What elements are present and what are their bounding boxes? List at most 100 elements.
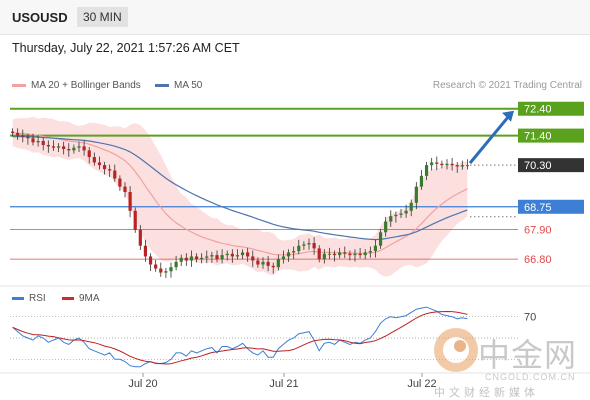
candle-body	[220, 255, 224, 260]
watermark-emblem-dot	[454, 340, 466, 352]
candle-body	[276, 259, 280, 268]
candle-body	[271, 265, 275, 268]
legend-ma50: MA 50	[155, 80, 202, 91]
candle-body	[26, 136, 30, 139]
candle-body	[87, 150, 91, 158]
candle-body	[215, 255, 219, 260]
rsi-9ma-line	[12, 310, 468, 365]
candle-body	[327, 253, 332, 255]
rsi-level-label: 70	[524, 312, 536, 324]
watermark-emblem-icon	[434, 328, 478, 372]
candle-body	[235, 255, 240, 257]
ma20-swatch-icon	[12, 83, 26, 87]
candle-body	[465, 165, 470, 167]
level-tag-68.75	[518, 199, 584, 214]
projection-arrow	[468, 113, 512, 165]
candle-body	[440, 163, 444, 166]
x-tick-label: Jul 21	[269, 378, 298, 390]
ma20-line	[12, 132, 468, 256]
candle-body	[312, 243, 316, 249]
candle-body	[133, 210, 137, 230]
candle-body	[67, 149, 71, 151]
candle-body	[72, 147, 76, 151]
candle-body	[348, 253, 352, 256]
candle-body	[16, 132, 20, 136]
candle-body	[46, 145, 50, 147]
candle-body	[82, 146, 86, 151]
candle-body	[108, 169, 112, 171]
legend-9ma: 9MA	[62, 293, 100, 304]
candle-body	[317, 248, 321, 260]
candle-body	[445, 163, 449, 166]
projection-arrow-head	[502, 110, 514, 122]
x-tick-label: Jul 20	[128, 378, 157, 390]
candle-body	[138, 229, 142, 246]
candle-body	[399, 213, 403, 215]
watermark-domain: CNGOLD.COM.CN	[485, 372, 576, 382]
candle-body	[246, 252, 250, 257]
candle-body	[292, 251, 296, 253]
candle-body	[118, 178, 122, 187]
rsi-swatch-icon	[12, 296, 24, 300]
candle-body	[210, 255, 214, 257]
candle-body	[419, 175, 424, 187]
candle-body	[164, 271, 168, 273]
ma50-swatch-icon	[155, 83, 169, 87]
candle-body	[404, 210, 408, 214]
candle-body	[179, 257, 183, 262]
candle-body	[36, 140, 40, 143]
candle-body	[62, 146, 66, 150]
candle-body	[424, 165, 429, 176]
datetime-label: Thursday, July 22, 2021 1:57:26 AM CET	[12, 41, 240, 55]
candle-body	[240, 252, 245, 256]
candle-body	[363, 252, 367, 256]
level-tag-71.40	[518, 128, 584, 143]
candle-body	[21, 135, 25, 137]
level-label-68.75: 68.75	[524, 202, 552, 214]
candle-body	[450, 163, 454, 166]
candle-body	[307, 243, 311, 245]
candle-body	[358, 253, 362, 256]
candle-body	[414, 186, 418, 203]
candle-body	[148, 256, 153, 265]
candle-body	[322, 253, 326, 260]
candle-body	[332, 253, 337, 256]
candle-body	[154, 264, 158, 269]
level-label-66.80: 66.80	[524, 254, 552, 266]
candle-body	[41, 140, 45, 145]
candle-body	[302, 244, 306, 246]
legend-ma50-label: MA 50	[174, 80, 203, 91]
candle-body	[205, 256, 209, 258]
candle-body	[343, 252, 347, 254]
candle-body	[159, 268, 163, 273]
rsi-line	[12, 306, 468, 368]
candle-body	[297, 245, 301, 252]
candle-body	[384, 221, 388, 233]
candle-body	[455, 165, 459, 167]
candle-body	[430, 162, 434, 166]
candles	[10, 128, 470, 278]
x-tick-label: Jul 22	[407, 378, 436, 390]
candle-body	[435, 162, 439, 164]
ma50-line	[12, 136, 468, 241]
legend-ma20-label: MA 20 + Bollinger Bands	[31, 80, 141, 91]
candle-body	[230, 253, 234, 257]
tab-bar: USOUSD 30 MIN	[0, 0, 590, 35]
candle-body	[102, 165, 107, 170]
level-tag-70.30	[518, 158, 584, 173]
candle-body	[338, 252, 342, 256]
candle-body	[225, 253, 229, 256]
level-tag-72.40	[518, 101, 584, 116]
candle-body	[373, 245, 378, 252]
candle-body	[409, 202, 413, 211]
candle-body	[281, 256, 286, 260]
legend-9ma-label: 9MA	[79, 293, 100, 304]
timeframe-button[interactable]: 30 MIN	[77, 7, 128, 27]
level-label-70.30: 70.30	[524, 160, 552, 172]
legend-rsi: RSI	[12, 293, 46, 304]
candle-body	[128, 192, 132, 211]
candle-body	[143, 245, 148, 257]
candle-body	[51, 146, 56, 148]
candle-body	[184, 257, 188, 261]
